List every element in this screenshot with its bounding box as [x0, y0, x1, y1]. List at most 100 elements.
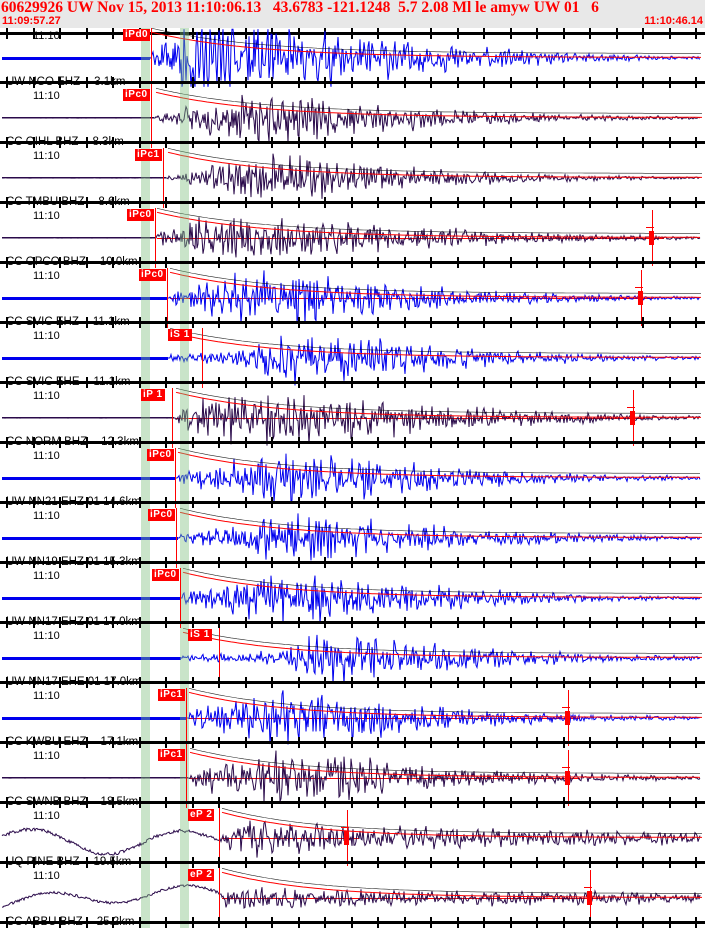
time-window-band: [180, 388, 189, 448]
phase-pick-label[interactable]: iPc0: [127, 209, 154, 221]
waveform-plot: [1, 748, 701, 806]
time-window-band: [141, 388, 150, 448]
time-window-band: [180, 208, 189, 268]
trace-panel[interactable]: iS 111:10CC SVIC EHE -- 11.1km: [0, 328, 705, 388]
trace-panel[interactable]: eP 211:10CC ABBU BHZ -- 25.2km: [0, 868, 705, 928]
time-window-band: [141, 208, 150, 268]
time-tick-label: 11:10: [33, 210, 60, 222]
time-tick-label: 11:10: [33, 150, 60, 162]
time-tick-label: 11:10: [33, 450, 60, 462]
time-axis: [0, 917, 705, 928]
time-tick-label: 11:10: [33, 30, 60, 42]
time-tick-label: 11:10: [33, 870, 60, 882]
trace-panel[interactable]: eP 211:10UQ PINE BHZ -- 19.5km: [0, 808, 705, 868]
phase-pick-label[interactable]: eP 2: [188, 869, 215, 881]
time-axis: [0, 317, 705, 328]
waveform-plot: [2, 328, 701, 386]
phase-pick-label[interactable]: iP 1: [141, 389, 165, 401]
time-window-band: [180, 568, 189, 628]
phase-pick-line: [219, 628, 220, 688]
time-window-band: [180, 868, 189, 928]
waveform-plot: [2, 508, 702, 561]
window-start-time: 11:09:57.27: [2, 15, 61, 27]
phase-pick-line: [186, 748, 187, 808]
time-axis: [0, 857, 705, 868]
time-tick-label: 11:10: [33, 630, 60, 642]
phase-pick-label[interactable]: iPc0: [152, 569, 179, 581]
window-end-time: 11:10:46.14: [644, 15, 703, 27]
time-tick-label: 11:10: [33, 690, 60, 702]
phase-pick-label[interactable]: eP 2: [188, 809, 215, 821]
waveform-plot: [2, 208, 701, 266]
waveform-plot: [2, 88, 702, 143]
phase-pick-line: [219, 868, 220, 928]
phase-pick-label[interactable]: iPc1: [135, 149, 162, 161]
time-tick-label: 11:10: [33, 390, 60, 402]
phase-pick-line: [175, 448, 176, 508]
event-header-title: 60629926 UW Nov 15, 2013 11:10:06.13 43.…: [1, 0, 599, 16]
time-window-band: [180, 448, 189, 508]
phase-pick-label[interactable]: iPd0: [123, 29, 151, 41]
waveform-plot: [1, 808, 702, 866]
phase-pick-line: [172, 388, 173, 448]
waveform-plot: [2, 148, 702, 199]
time-window-band: [180, 748, 189, 808]
phase-pick-line: [180, 568, 181, 628]
time-tick-label: 11:10: [33, 570, 60, 582]
phase-pick-label[interactable]: iPc0: [148, 509, 175, 521]
time-window-band: [141, 88, 150, 148]
phase-pick-label[interactable]: iPc0: [147, 449, 174, 461]
time-axis: [0, 77, 705, 88]
waveform-plot: [2, 28, 701, 87]
time-tick-label: 11:10: [33, 750, 60, 762]
time-window-band: [141, 508, 150, 568]
phase-pick-label[interactable]: iPc1: [158, 749, 185, 761]
time-axis: [0, 437, 705, 448]
phase-pick-label[interactable]: iS 1: [188, 629, 212, 641]
time-window-band: [141, 268, 150, 328]
phase-pick-line: [163, 148, 164, 208]
time-window-band: [141, 808, 150, 868]
trace-panel[interactable]: iS 111:10UW NN17 EHE 01 17.0km: [0, 628, 705, 688]
time-window-band: [180, 88, 189, 148]
time-window-band: [141, 628, 150, 688]
time-window-band: [141, 688, 150, 748]
time-window-band: [141, 148, 150, 208]
time-window-band: [180, 268, 189, 328]
phase-pick-line: [219, 808, 220, 868]
time-axis: [0, 497, 705, 508]
phase-pick-label[interactable]: iS 1: [168, 329, 192, 341]
phase-pick-line: [151, 28, 152, 88]
waveform-plot: [2, 868, 702, 926]
time-window-band: [180, 148, 189, 208]
phase-pick-label[interactable]: iPc0: [123, 89, 150, 101]
time-window-band: [141, 868, 150, 928]
time-axis: [0, 377, 705, 388]
time-window-band: [180, 508, 189, 568]
time-window-band: [141, 568, 150, 628]
time-window-band: [141, 748, 150, 808]
trace-panel[interactable]: iP 111:10CC NORM BHZ -- 12.3km: [0, 388, 705, 448]
time-window-band: [180, 688, 189, 748]
time-axis: [0, 797, 705, 808]
header-bar: 60629926 UW Nov 15, 2013 11:10:06.13 43.…: [0, 0, 705, 27]
phase-pick-label[interactable]: iPc0: [139, 269, 166, 281]
phase-pick-line: [186, 688, 187, 748]
time-window-band: [180, 628, 189, 688]
phase-pick-label[interactable]: iPc1: [158, 689, 185, 701]
waveform-plot: [2, 448, 701, 503]
time-window-band: [141, 448, 150, 508]
time-axis: [0, 737, 705, 748]
